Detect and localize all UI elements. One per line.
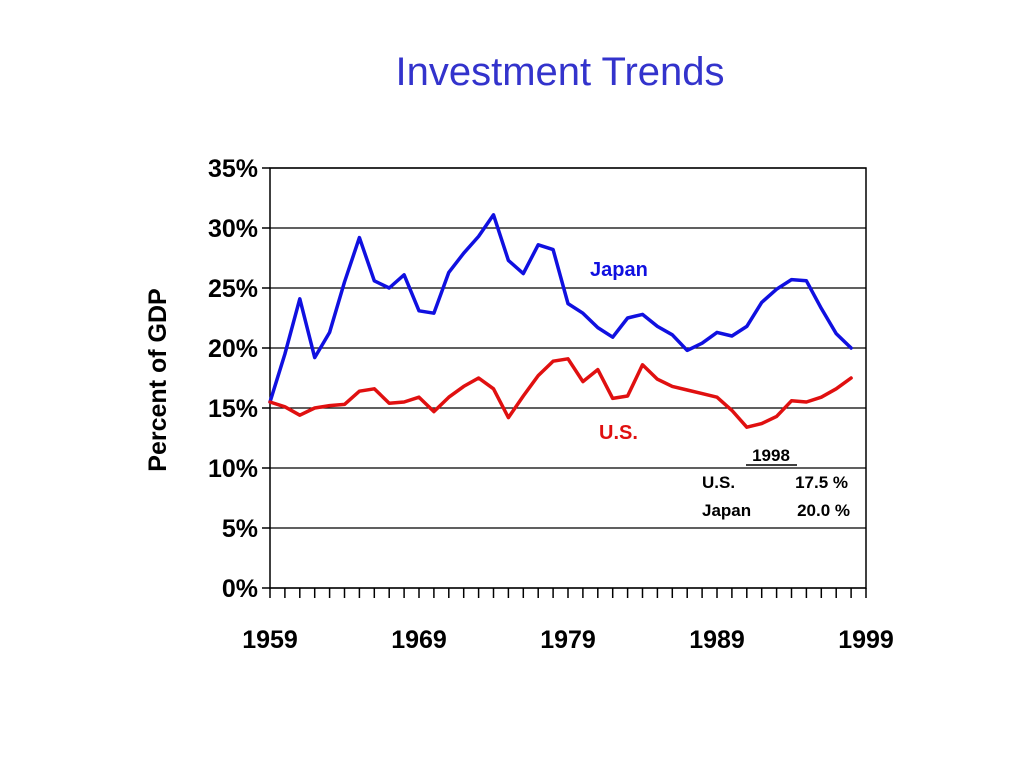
x-tick-label: 1979 xyxy=(540,626,596,654)
x-tick-label: 1969 xyxy=(391,626,447,654)
annotation-japan-value: 20.0 % xyxy=(797,501,850,520)
y-tick-label: 25% xyxy=(208,275,258,303)
y-tick-label: 20% xyxy=(208,335,258,363)
annotation-1998: 1998 U.S. 17.5 % Japan 20.0 % xyxy=(702,446,850,520)
annotation-us-value: 17.5 % xyxy=(795,473,848,492)
x-tick-label: 1989 xyxy=(689,626,745,654)
series-line-japan xyxy=(268,213,853,404)
y-tick-label: 35% xyxy=(208,155,258,183)
plot-frame xyxy=(269,167,867,589)
page-title: Investment Trends xyxy=(395,50,725,94)
y-tick-label: 0% xyxy=(222,575,258,603)
series-label-japan: Japan xyxy=(590,259,648,281)
annotation-heading: 1998 xyxy=(752,446,790,465)
series-label-us: U.S. xyxy=(599,422,638,444)
annotation-japan-label: Japan xyxy=(702,501,751,520)
series-lines xyxy=(268,213,853,429)
y-axis-label: Percent of GDP xyxy=(144,288,172,471)
y-tick-label: 10% xyxy=(208,455,258,483)
y-tick-label: 15% xyxy=(208,395,258,423)
axis-ticks: 0% 5% 10% 15% 20% 25% 30% 35% 1959 1969 1979 1989 19… xyxy=(208,155,894,654)
annotation-us-label: U.S. xyxy=(702,473,735,492)
gridlines xyxy=(270,167,866,589)
series-line-us xyxy=(268,357,853,429)
y-tick-label: 30% xyxy=(208,215,258,243)
x-tick-label: 1999 xyxy=(838,626,894,654)
y-tick-label: 5% xyxy=(222,515,258,543)
x-tick-label: 1959 xyxy=(242,626,298,654)
